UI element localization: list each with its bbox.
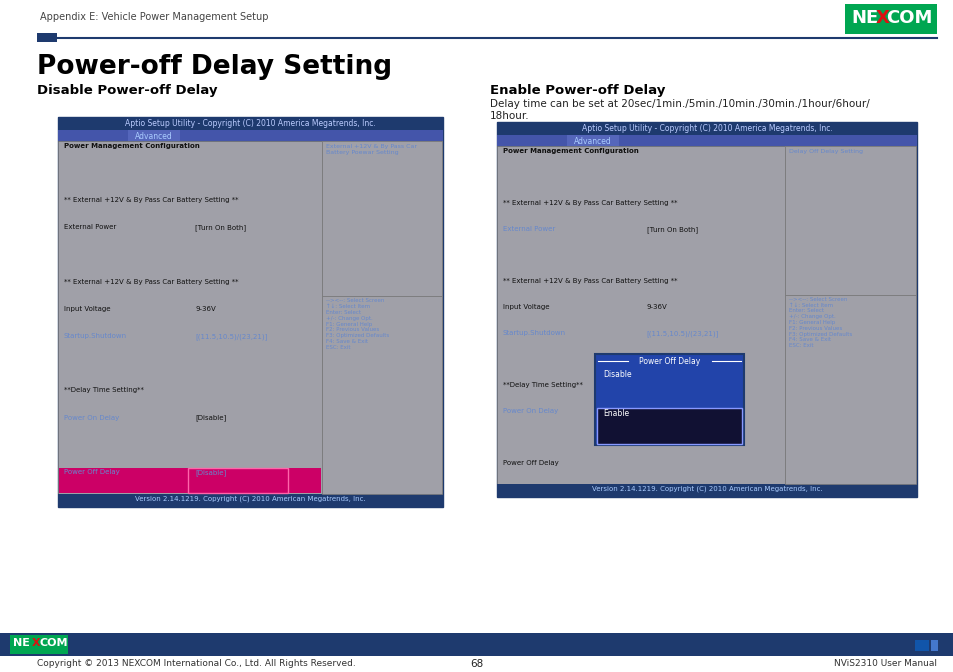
Text: 9-36V: 9-36V	[195, 306, 215, 312]
Bar	[930, 640, 937, 651]
Text: [Turn On Both]: [Turn On Both]	[646, 226, 697, 233]
Text: Startup.Shutdown: Startup.Shutdown	[502, 330, 565, 336]
Bar	[58, 117, 442, 130]
Text: [Disable]: [Disable]	[195, 469, 226, 476]
Text: Power Off Delay: Power Off Delay	[502, 460, 558, 466]
Bar	[497, 146, 784, 484]
Text: Disable Power-off Delay: Disable Power-off Delay	[37, 84, 217, 97]
Text: Disable: Disable	[602, 370, 631, 379]
Text: Power Management Configuration: Power Management Configuration	[502, 148, 639, 154]
Text: Enable Power-off Delay: Enable Power-off Delay	[490, 84, 664, 97]
Text: Power Off Delay: Power Off Delay	[639, 357, 700, 366]
Text: Enable: Enable	[602, 409, 628, 417]
Text: Advanced: Advanced	[135, 132, 172, 141]
Bar	[321, 296, 441, 494]
Text: Power-off Delay Setting: Power-off Delay Setting	[37, 54, 392, 80]
Text: External +12V & By Pass Car
Battery Poewar Setting: External +12V & By Pass Car Battery Poew…	[325, 144, 416, 155]
Text: COM: COM	[40, 638, 69, 648]
Text: NE: NE	[850, 9, 878, 27]
Text: 9-36V: 9-36V	[646, 304, 667, 310]
Bar	[497, 122, 916, 135]
Text: ** External +12V & By Pass Car Battery Setting **: ** External +12V & By Pass Car Battery S…	[64, 279, 238, 285]
Text: Aptio Setup Utility - Copyright (C) 2010 America Megatrends, Inc.: Aptio Setup Utility - Copyright (C) 2010…	[581, 124, 832, 133]
Text: Appendix E: Vehicle Power Management Setup: Appendix E: Vehicle Power Management Set…	[40, 12, 268, 22]
Text: External Power: External Power	[64, 224, 116, 230]
Text: Version 2.14.1219. Copyright (C) 2010 American Megatrends, Inc.: Version 2.14.1219. Copyright (C) 2010 Am…	[591, 486, 821, 493]
Bar	[59, 468, 320, 493]
Bar	[58, 130, 442, 141]
Text: ** External +12V & By Pass Car Battery Setting **: ** External +12V & By Pass Car Battery S…	[502, 200, 677, 206]
Text: **Delay Time Setting**: **Delay Time Setting**	[64, 387, 144, 393]
Bar	[844, 4, 936, 34]
Text: 68: 68	[470, 659, 483, 669]
Bar	[497, 122, 916, 497]
Text: Power On Delay: Power On Delay	[502, 408, 558, 414]
Bar	[497, 135, 916, 146]
Bar	[914, 640, 928, 651]
Text: ** External +12V & By Pass Car Battery Setting **: ** External +12V & By Pass Car Battery S…	[64, 198, 238, 204]
Text: External Power: External Power	[502, 226, 555, 232]
Text: ** External +12V & By Pass Car Battery Setting **: ** External +12V & By Pass Car Battery S…	[502, 278, 677, 284]
Bar	[188, 468, 288, 493]
Text: [(11.5,10.5)/(23,21)]: [(11.5,10.5)/(23,21)]	[646, 330, 719, 337]
Text: **Delay Time Setting**: **Delay Time Setting**	[502, 382, 582, 388]
Bar	[594, 354, 743, 445]
Text: X: X	[32, 638, 41, 648]
Text: [Turn On Both]: [Turn On Both]	[195, 224, 246, 231]
Text: COM: COM	[885, 9, 931, 27]
Text: [Disable]: [Disable]	[195, 415, 226, 421]
Text: Startup.Shutdown: Startup.Shutdown	[64, 333, 127, 339]
Bar	[321, 141, 441, 296]
Text: Delay Off Delay Setting: Delay Off Delay Setting	[788, 149, 862, 154]
Text: Power Off Delay: Power Off Delay	[64, 469, 120, 475]
Bar	[37, 33, 57, 42]
Bar	[10, 635, 68, 654]
Text: Power Management Configuration: Power Management Configuration	[64, 143, 199, 149]
Text: --><--: Select Screen
↑↓: Select Item
Enter: Select
+/-: Change Opt.
F1: General: --><--: Select Screen ↑↓: Select Item En…	[788, 297, 851, 348]
Bar	[566, 135, 618, 146]
Text: --><--: Select Screen
↑↓: Select Item
Enter: Select
+/-: Change Opt.
F1: General: --><--: Select Screen ↑↓: Select Item En…	[325, 298, 389, 349]
Bar	[58, 494, 442, 507]
Bar	[58, 141, 321, 494]
Text: Delay time can be set at 20sec/1min./5min./10min./30min./1hour/6hour/
18hour.: Delay time can be set at 20sec/1min./5mi…	[490, 99, 869, 120]
Text: Version 2.14.1219. Copyright (C) 2010 American Megatrends, Inc.: Version 2.14.1219. Copyright (C) 2010 Am…	[135, 496, 366, 503]
Text: NViS2310 User Manual: NViS2310 User Manual	[833, 659, 936, 668]
Text: [(11.5,10.5)/(23,21)]: [(11.5,10.5)/(23,21)]	[195, 333, 267, 340]
Bar	[784, 295, 915, 484]
Text: Input Voltage: Input Voltage	[502, 304, 549, 310]
Text: Copyright © 2013 NEXCOM International Co., Ltd. All Rights Reserved.: Copyright © 2013 NEXCOM International Co…	[37, 659, 355, 668]
Bar	[497, 484, 916, 497]
Bar	[597, 407, 741, 444]
Text: Input Voltage: Input Voltage	[64, 306, 111, 312]
Bar	[0, 633, 953, 656]
Text: Power On Delay: Power On Delay	[64, 415, 119, 421]
Text: Aptio Setup Utility - Copyright (C) 2010 America Megatrends, Inc.: Aptio Setup Utility - Copyright (C) 2010…	[125, 119, 375, 128]
Bar	[58, 117, 442, 507]
Bar	[128, 130, 180, 141]
Text: X: X	[875, 9, 889, 27]
Text: NE: NE	[13, 638, 30, 648]
Bar	[321, 141, 441, 494]
Text: Advanced: Advanced	[574, 137, 611, 146]
Bar	[784, 146, 915, 484]
Bar	[784, 146, 915, 295]
